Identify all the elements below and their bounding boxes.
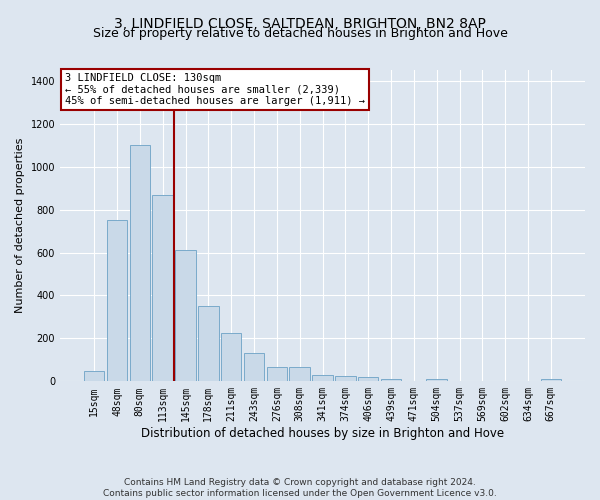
Bar: [381, 379, 401, 382]
Bar: [244, 354, 264, 382]
Text: 3, LINDFIELD CLOSE, SALTDEAN, BRIGHTON, BN2 8AP: 3, LINDFIELD CLOSE, SALTDEAN, BRIGHTON, …: [114, 18, 486, 32]
Bar: [152, 194, 173, 382]
Bar: [335, 376, 356, 382]
Y-axis label: Number of detached properties: Number of detached properties: [15, 138, 25, 314]
Text: 3 LINDFIELD CLOSE: 130sqm
← 55% of detached houses are smaller (2,339)
45% of se: 3 LINDFIELD CLOSE: 130sqm ← 55% of detac…: [65, 73, 365, 106]
Text: Size of property relative to detached houses in Brighton and Hove: Size of property relative to detached ho…: [92, 28, 508, 40]
Bar: [427, 378, 447, 382]
Bar: [107, 220, 127, 382]
Text: Contains HM Land Registry data © Crown copyright and database right 2024.
Contai: Contains HM Land Registry data © Crown c…: [103, 478, 497, 498]
Bar: [130, 145, 150, 382]
Bar: [198, 306, 218, 382]
Bar: [289, 368, 310, 382]
X-axis label: Distribution of detached houses by size in Brighton and Hove: Distribution of detached houses by size …: [141, 427, 504, 440]
Bar: [312, 375, 333, 382]
Bar: [266, 368, 287, 382]
Bar: [84, 370, 104, 382]
Bar: [541, 378, 561, 382]
Bar: [175, 250, 196, 382]
Bar: [221, 333, 241, 382]
Bar: [358, 378, 379, 382]
